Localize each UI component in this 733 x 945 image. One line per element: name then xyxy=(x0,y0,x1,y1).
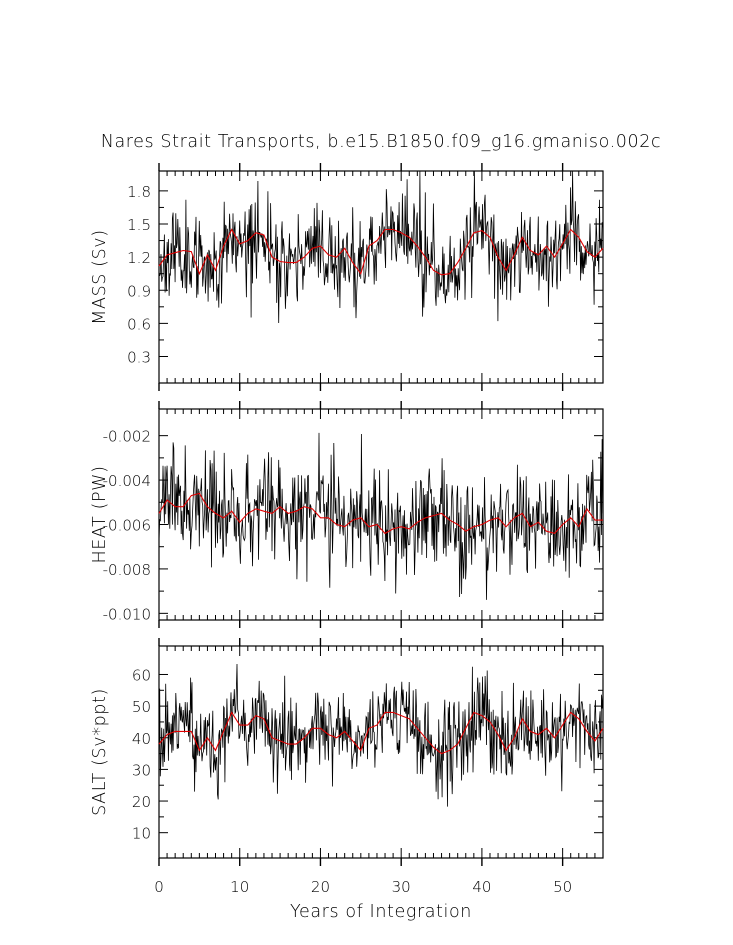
mass-series-line xyxy=(158,170,604,324)
salt-smoothed-line xyxy=(158,711,604,755)
salt-ytick-label: 20 xyxy=(132,793,151,811)
mass-ytick-label: 0.9 xyxy=(127,282,151,300)
heat-frame xyxy=(158,408,604,621)
heat-ylabel: HEAT (PW) xyxy=(90,466,110,564)
salt-ytick-label: 10 xyxy=(132,825,151,843)
salt-ylabel: SALT (Sv*ppt) xyxy=(90,688,110,816)
x-tick-label: 0 xyxy=(154,878,164,896)
heat-ytick-label: -0.008 xyxy=(103,561,151,579)
salt-ytick-label: 50 xyxy=(132,698,151,716)
mass-ytick-label: 1.8 xyxy=(127,183,151,201)
salt-series-line xyxy=(158,663,604,807)
x-tick-label: 50 xyxy=(553,878,572,896)
heat-smoothed-line xyxy=(158,492,603,535)
mass-ytick-label: 1.5 xyxy=(127,216,151,234)
mass-panel: 0.3 0.6 0.9 1.2 1.5 1.8 MASS (Sv) xyxy=(90,163,604,391)
heat-ytick-label: -0.010 xyxy=(103,605,151,623)
x-tick-label: 30 xyxy=(392,878,411,896)
mass-ytick-label: 1.2 xyxy=(127,249,151,267)
mass-smoothed-line xyxy=(158,228,604,276)
x-tick-label: 20 xyxy=(311,878,330,896)
mass-ylabel: MASS (Sv) xyxy=(90,229,110,324)
heat-series-line xyxy=(158,432,604,600)
heat-ytick-label: -0.004 xyxy=(103,472,151,490)
x-tick-label: 40 xyxy=(472,878,491,896)
chart-title: Nares Strait Transports, b.e15.B1850.f09… xyxy=(101,132,661,152)
mass-ytick-label: 0.6 xyxy=(127,315,151,333)
heat-panel: -0.010 -0.008 -0.006 -0.004 -0.002 HEAT (PW) xyxy=(90,401,604,628)
x-axis-label: Years of Integration xyxy=(290,902,472,922)
mass-frame xyxy=(158,170,604,384)
heat-ytick-label: -0.002 xyxy=(103,428,151,446)
heat-ytick-label: -0.006 xyxy=(103,516,151,534)
x-axis: 0 10 20 30 40 50 xyxy=(154,878,572,896)
salt-ytick-label: 30 xyxy=(132,761,151,779)
mass-ytick-label: 0.3 xyxy=(127,349,151,367)
x-tick-label: 10 xyxy=(230,878,249,896)
salt-ytick-label: 60 xyxy=(132,666,151,684)
salt-ytick-label: 40 xyxy=(132,730,151,748)
salt-panel: 10 20 30 40 50 60 SALT (Sv*ppt) xyxy=(90,638,604,866)
